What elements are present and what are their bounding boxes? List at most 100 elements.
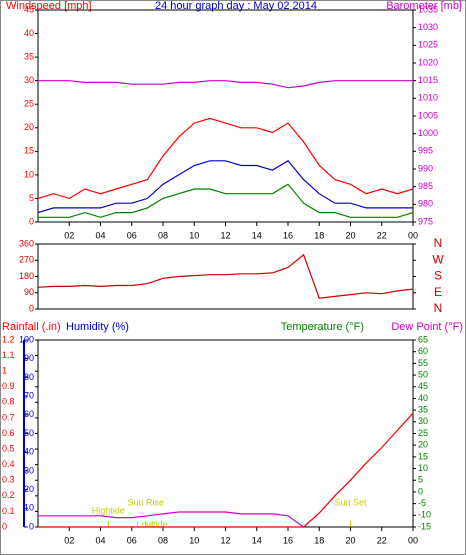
y-tick-label: 0.8 [2, 397, 15, 407]
humidity-tick-label: 60 [24, 409, 34, 419]
x-tick-label: 00 [408, 230, 418, 240]
y-tick-label: 0 [29, 303, 34, 313]
x-tick-label: 04 [95, 535, 105, 545]
dewpoint-label: Dew Point (°F) [391, 321, 463, 333]
y-tick-label: 270 [19, 255, 34, 265]
y2-tick-label: 975 [418, 216, 433, 226]
y-tick-label: 90 [24, 287, 34, 297]
x-tick-label: 14 [252, 535, 262, 545]
y2-tick-label: 990 [418, 163, 433, 173]
y2-tick-label: 5 [418, 475, 423, 485]
y-tick-label: 0.9 [2, 381, 15, 391]
y2-tick-label: 15 [418, 451, 428, 461]
humidity-tick-label: 100 [19, 334, 34, 344]
y-tick-label: 0.4 [2, 459, 15, 469]
y-tick-label: 0.1 [2, 506, 15, 516]
y-tick-label: 5 [29, 193, 34, 203]
x-tick-label: 08 [158, 535, 168, 545]
y2-tick-label: 0 [418, 486, 423, 496]
x-tick-label: 22 [377, 535, 387, 545]
y2-tick-label: 1025 [418, 40, 438, 50]
series-line [38, 183, 414, 218]
series-line [38, 80, 413, 89]
y-tick-label: 10 [24, 169, 34, 179]
windspeed-label: Windspeed [mph] [6, 0, 92, 12]
y2-tick-label: 25 [418, 428, 428, 438]
humidity-tick-label: 20 [24, 484, 34, 494]
y2-tick-label: 1030 [418, 22, 438, 32]
y2-tick-label: S [434, 269, 442, 283]
x-tick-label: 12 [220, 230, 230, 240]
annotation: Sun Set [334, 497, 367, 507]
y2-tick-label: 20 [418, 440, 428, 450]
annotation: Hightide [92, 505, 125, 515]
x-tick-label: 06 [127, 535, 137, 545]
x-tick-label: 22 [377, 230, 387, 240]
series-line [38, 511, 304, 528]
x-tick-label: 20 [345, 535, 355, 545]
y2-tick-label: 55 [418, 358, 428, 368]
y2-tick-label: 10 [418, 463, 428, 473]
y2-tick-label: N [434, 301, 443, 315]
annotation: Lowtide [137, 519, 168, 529]
y-tick-label: 360 [19, 238, 34, 248]
y2-tick-label: 1000 [418, 128, 438, 138]
rainfall-label: Rainfall (.in) [2, 321, 61, 333]
y2-tick-label: E [434, 285, 442, 299]
x-tick-label: 16 [283, 535, 293, 545]
y2-tick-label: 980 [418, 199, 433, 209]
y2-tick-label: 1035 [418, 4, 438, 14]
y-tick-label: 1.2 [2, 334, 15, 344]
x-tick-label: 14 [252, 230, 262, 240]
x-tick-label: 04 [95, 230, 105, 240]
series-line [38, 412, 414, 528]
y-tick-label: 0 [29, 216, 34, 226]
y2-tick-label: 60 [418, 346, 428, 356]
humidity-tick-label: 0 [29, 521, 34, 531]
x-tick-label: 18 [314, 230, 324, 240]
y-tick-label: 35 [24, 51, 34, 61]
y-tick-label: 0 [2, 521, 7, 531]
y2-tick-label: N [434, 236, 443, 250]
y-tick-label: 30 [24, 75, 34, 85]
humidity-tick-label: 10 [24, 503, 34, 513]
humidity-tick-label: 70 [24, 390, 34, 400]
y2-tick-label: 985 [418, 181, 433, 191]
x-tick-label: 18 [314, 535, 324, 545]
y-tick-label: 1 [2, 366, 7, 376]
x-tick-label: 02 [64, 535, 74, 545]
temperature-label: Temperature (°F) [281, 321, 364, 333]
x-tick-label: 12 [220, 535, 230, 545]
x-tick-label: 16 [283, 230, 293, 240]
y2-tick-label: 30 [418, 416, 428, 426]
x-tick-label: 20 [345, 230, 355, 240]
humidity-tick-label: 30 [24, 465, 34, 475]
y-tick-label: 180 [19, 271, 34, 281]
y-tick-label: 0.6 [2, 428, 15, 438]
series-line [37, 117, 414, 200]
y2-tick-label: -10 [418, 510, 431, 520]
y2-tick-label: 50 [418, 369, 428, 379]
y-tick-label: 25 [24, 99, 34, 109]
y2-tick-label: 65 [418, 334, 428, 344]
y-tick-label: 0.2 [2, 490, 15, 500]
y2-tick-label: 45 [418, 381, 428, 391]
y2-tick-label: W [432, 252, 444, 266]
y2-tick-label: -5 [418, 498, 426, 508]
annotation: Sun Rise [128, 497, 165, 507]
humidity-tick-label: 50 [24, 428, 34, 438]
y-tick-label: 15 [24, 146, 34, 156]
barometer-label: Barometer [mb] [386, 0, 462, 12]
y2-tick-label: 1010 [418, 93, 438, 103]
y2-tick-label: 1005 [418, 110, 438, 120]
y-tick-label: 0.5 [2, 443, 15, 453]
humidity-label: Humidity (%) [66, 321, 129, 333]
y2-tick-label: 40 [418, 393, 428, 403]
x-tick-label: 10 [189, 230, 199, 240]
humidity-tick-label: 80 [24, 372, 34, 382]
y-tick-label: 20 [24, 122, 34, 132]
humidity-tick-label: 90 [24, 353, 34, 363]
y2-tick-label: -15 [418, 521, 431, 531]
